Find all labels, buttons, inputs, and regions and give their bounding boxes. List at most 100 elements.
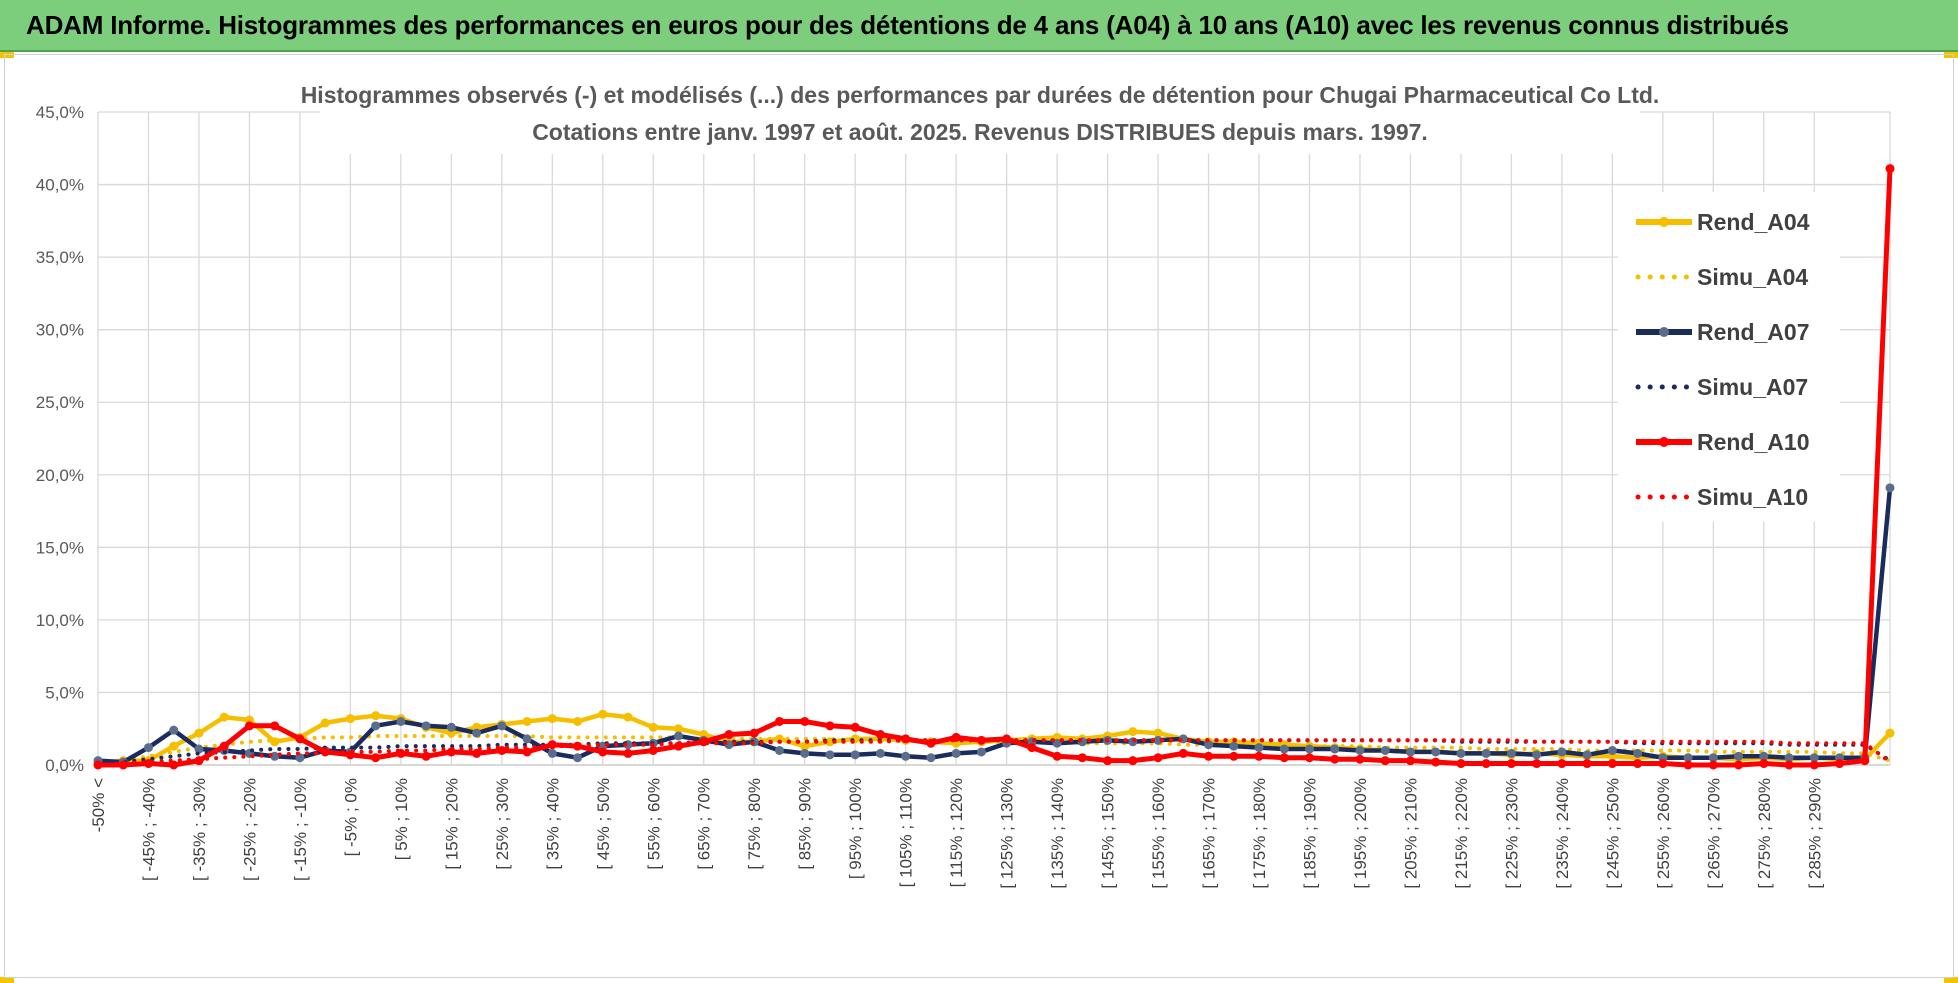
data-point <box>951 748 961 758</box>
data-point <box>1784 753 1794 763</box>
data-point <box>1708 760 1718 770</box>
y-tick-label: 30,0% <box>36 321 84 340</box>
data-point <box>1658 759 1668 769</box>
report-banner: ADAM Informe. Histogrammes des performan… <box>0 0 1958 52</box>
grid-layer <box>97 111 1891 766</box>
x-tick-label: [ 165% ; 170% <box>1200 778 1219 889</box>
x-tick-label: [ 205% ; 210% <box>1401 778 1420 889</box>
x-tick-label: [ -25% ; -20% <box>240 778 259 881</box>
data-point <box>219 741 229 751</box>
data-point <box>1532 750 1542 760</box>
data-point <box>1759 759 1769 769</box>
report-banner-title: ADAM Informe. Histogrammes des performan… <box>26 9 1789 40</box>
data-point <box>270 721 280 731</box>
data-point <box>1178 748 1188 758</box>
legend-marker <box>1659 217 1669 227</box>
data-point <box>901 751 911 761</box>
data-point <box>1683 753 1693 763</box>
data-point <box>674 724 684 734</box>
data-point <box>825 750 835 760</box>
data-point <box>1557 747 1567 757</box>
data-point <box>421 751 431 761</box>
data-point <box>850 750 860 760</box>
legend-marker <box>1659 437 1669 447</box>
x-axis: -50% < [ -45% ; -40% [ -35% ; -30% [ -25% ;… <box>89 778 1824 889</box>
data-point <box>800 741 810 751</box>
data-point <box>1607 745 1617 755</box>
corner-marker <box>1944 977 1958 983</box>
data-point <box>295 734 305 744</box>
data-point <box>875 730 885 740</box>
data-point <box>244 721 254 731</box>
series-line <box>97 487 1893 765</box>
data-point <box>1582 759 1592 769</box>
data-point <box>598 747 608 757</box>
data-point <box>1405 756 1415 766</box>
data-point <box>1784 760 1794 770</box>
data-point <box>1734 751 1744 761</box>
x-tick-label: [ 65% ; 70% <box>695 778 714 870</box>
data-point <box>724 730 734 740</box>
data-point <box>1481 759 1491 769</box>
x-tick-label: [ 185% ; 190% <box>1300 778 1319 889</box>
data-point <box>901 734 911 744</box>
data-point <box>1860 756 1870 766</box>
data-point <box>396 716 406 726</box>
data-point <box>1304 744 1314 754</box>
data-point <box>598 709 608 719</box>
data-point <box>976 747 986 757</box>
x-tick-label: [ 25% ; 30% <box>493 778 512 870</box>
x-tick-label: [ 5% ; 10% <box>392 778 411 860</box>
corner-marker <box>0 977 14 983</box>
data-point <box>472 748 482 758</box>
y-tick-label: 10,0% <box>36 611 84 630</box>
data-point <box>143 743 153 753</box>
data-point <box>1254 751 1264 761</box>
data-point <box>573 741 583 751</box>
legend-label: Rend_A04 <box>1697 209 1810 235</box>
data-point <box>1204 751 1214 761</box>
x-tick-label: [ 75% ; 80% <box>745 778 764 870</box>
y-tick-label: 0,0% <box>45 756 84 775</box>
data-point <box>1153 735 1163 745</box>
data-point <box>1204 740 1214 750</box>
data-point <box>1229 751 1239 761</box>
data-point <box>749 728 759 738</box>
data-point <box>1759 751 1769 761</box>
data-point <box>1835 759 1845 769</box>
x-tick-label: [ 105% ; 110% <box>897 778 916 887</box>
series-rend-a10 <box>93 164 1895 770</box>
x-tick-label: [ -35% ; -30% <box>190 778 209 881</box>
data-point <box>926 753 936 763</box>
data-point <box>1456 759 1466 769</box>
data-point <box>345 714 355 724</box>
data-point <box>1380 745 1390 755</box>
data-point <box>1885 728 1895 738</box>
data-point <box>522 716 532 726</box>
data-point <box>1304 753 1314 763</box>
chart-subtitle: Cotations entre janv. 1997 et août. 2025… <box>532 119 1428 145</box>
x-tick-label: [ 285% ; 290% <box>1805 778 1824 889</box>
data-point <box>1633 748 1643 758</box>
data-point <box>1582 750 1592 760</box>
x-tick-label: [ 125% ; 130% <box>998 778 1017 889</box>
data-point <box>1027 743 1037 753</box>
y-tick-label: 15,0% <box>36 538 84 557</box>
data-point <box>1355 745 1365 755</box>
data-point <box>371 753 381 763</box>
data-point <box>648 745 658 755</box>
x-tick-label: [ 35% ; 40% <box>543 778 562 870</box>
x-tick-label: [ 245% ; 250% <box>1603 778 1622 889</box>
data-point <box>547 748 557 758</box>
data-point <box>1279 744 1289 754</box>
x-tick-label: [ 95% ; 100% <box>846 778 865 879</box>
data-point <box>1380 756 1390 766</box>
data-point <box>1052 751 1062 761</box>
data-point <box>1809 760 1819 770</box>
x-tick-label: [ -45% ; -40% <box>139 778 158 881</box>
data-point <box>522 734 532 744</box>
data-point <box>1532 759 1542 769</box>
x-tick-label: [ 275% ; 280% <box>1755 778 1774 889</box>
